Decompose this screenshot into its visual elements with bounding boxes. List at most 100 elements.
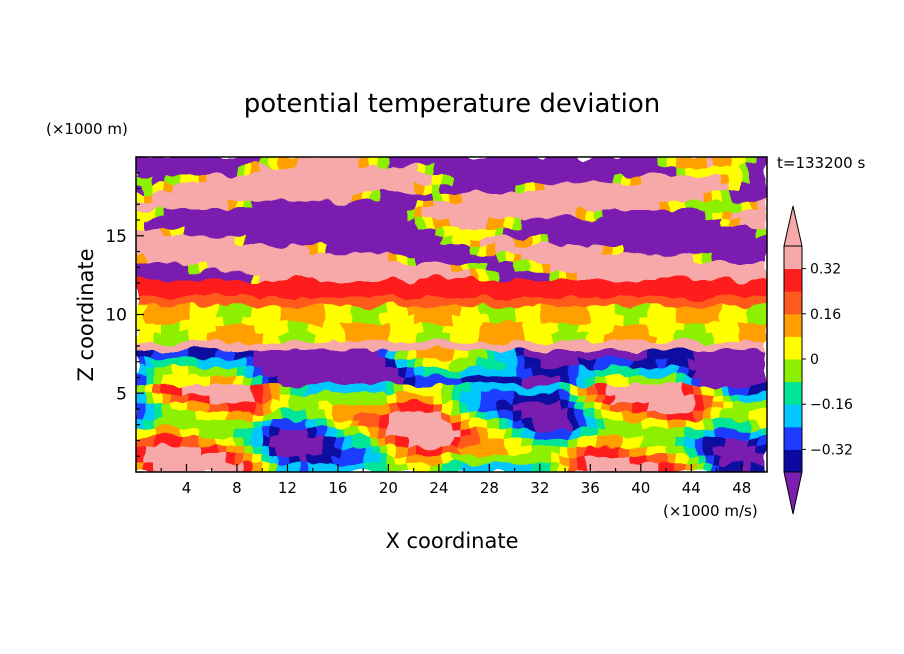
field-cell [441,454,452,464]
field-cell [478,410,489,420]
field-cell [333,226,344,237]
field-cell [523,305,534,315]
field-cell [396,191,407,202]
field-cell [541,296,552,307]
field-cell [216,261,227,272]
field-cell [712,270,723,280]
field-cell [378,226,389,237]
field-cell [153,462,164,472]
field-cell [514,392,525,403]
field-cell [180,305,191,315]
field-cell [757,314,767,324]
field-cell [622,384,633,394]
field-cell [748,296,759,307]
field-cell [279,445,290,455]
field-cell [577,165,588,175]
field-cell [667,182,678,193]
field-cell [595,314,606,324]
field-cell [604,157,615,167]
field-cell [514,200,525,210]
field-cell [198,217,209,228]
field-cell [198,270,209,280]
field-cell [694,200,705,210]
field-cell [649,305,660,315]
field-cell [216,174,227,184]
field-cell [342,226,353,237]
field-cell [162,314,173,324]
field-cell [270,340,281,350]
field-cell [414,235,425,245]
field-cell [577,157,588,167]
field-cell [739,270,750,280]
field-cell [613,261,624,272]
field-cell [441,296,452,307]
field-cell [225,419,236,429]
field-cell [712,296,723,307]
field-cell [757,296,767,307]
field-cell [586,244,597,254]
field-cell [730,357,741,368]
field-cell [144,427,155,438]
field-cell [369,366,380,377]
field-cell [460,314,471,324]
field-cell [351,270,362,280]
field-cell [559,261,570,272]
field-cell [261,410,272,420]
field-cell [369,314,380,324]
field-cell [378,191,389,202]
field-cell [387,270,398,280]
field-cell [739,235,750,245]
field-cell [207,157,218,167]
field-cell [532,217,543,228]
field-cell [478,217,489,228]
field-cell [478,270,489,280]
field-cell [541,357,552,368]
field-cell [270,200,281,210]
field-cell [441,165,452,175]
field-cell [279,217,290,228]
field-cell [153,322,164,333]
time-label: t=133200 s [777,154,865,172]
field-cell [153,191,164,202]
field-cell [171,296,182,307]
field-cell [423,349,434,359]
field-cell [171,157,182,167]
field-cell [658,226,669,237]
field-cell [739,366,750,377]
field-cell [297,401,308,412]
field-cell [649,279,660,289]
field-cell [604,357,615,368]
field-cell [216,445,227,455]
field-cell [658,384,669,394]
field-cell [487,235,498,245]
field-cell [324,401,335,412]
field-cell [333,366,344,377]
field-cell [487,305,498,315]
field-cell [622,235,633,245]
field-cell [712,436,723,447]
field-cell [396,174,407,184]
field-cell [387,182,398,193]
field-cell [441,235,452,245]
field-cell [198,462,209,472]
field-cell [676,182,687,193]
field-cell [577,331,588,342]
field-cell [243,401,254,412]
field-cell [387,191,398,202]
field-cell [676,279,687,289]
field-cell [478,419,489,429]
field-cell [604,349,615,359]
field-cell [595,454,606,464]
field-cell [541,401,552,412]
field-cell [730,314,741,324]
field-cell [153,427,164,438]
field-cell [703,209,714,219]
field-cell [523,209,534,219]
field-cell [550,401,561,412]
field-cell [297,331,308,342]
field-cell [423,191,434,202]
field-cell [460,174,471,184]
field-cell [685,252,696,263]
field-cell [478,252,489,263]
field-cell [577,209,588,219]
